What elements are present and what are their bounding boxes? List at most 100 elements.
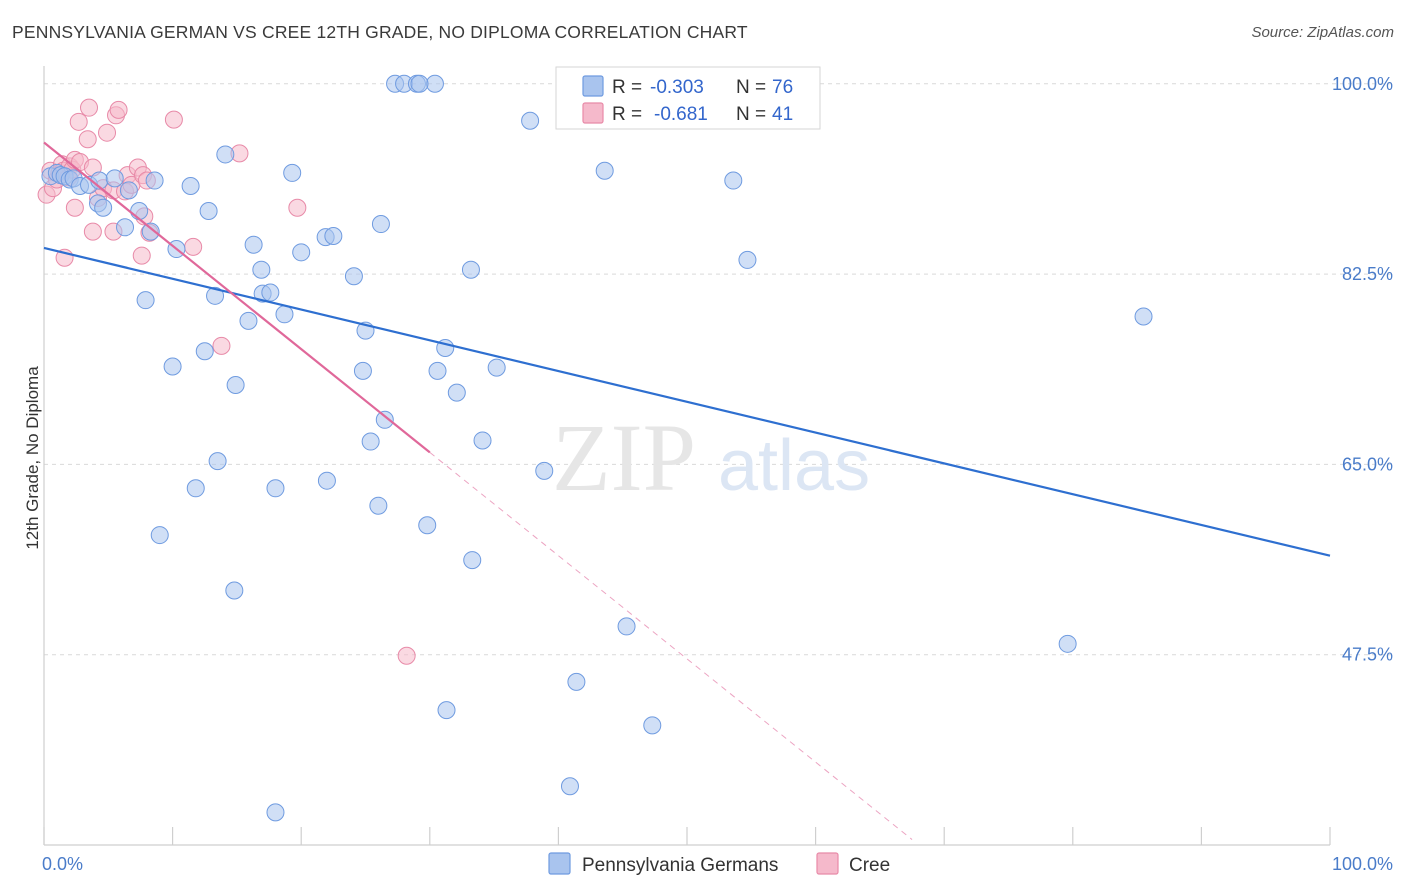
- pennsylvania-germans-point-50: [428, 361, 447, 380]
- pennsylvania-germans-point-74: [150, 526, 169, 545]
- pennsylvania-germans-point-38: [344, 267, 363, 286]
- pennsylvania-germans-point-25: [226, 375, 245, 394]
- cree-point-40: [397, 646, 416, 665]
- pennsylvania-germans-point-13: [130, 201, 149, 220]
- cree-point-12: [69, 112, 88, 131]
- x-tick-label-end: 100.0%: [1332, 854, 1393, 874]
- pennsylvania-germans-point-65: [643, 716, 662, 735]
- legend-r-value-2: -0.681: [654, 104, 708, 125]
- cree-point-17: [83, 222, 102, 241]
- pennsylvania-germans-point-42: [375, 410, 394, 429]
- watermark-atlas: atlas: [718, 426, 870, 506]
- chart-title: PENNSYLVANIA GERMAN VS CREE 12TH GRADE, …: [12, 22, 748, 42]
- pennsylvania-germans-point-27: [244, 235, 263, 254]
- pennsylvania-germans-point-40: [353, 361, 372, 380]
- legend-r-value-1: -0.303: [650, 77, 704, 98]
- pennsylvania-germans-point-11: [94, 198, 113, 217]
- series-legend-swatch-pink: [816, 852, 839, 875]
- source-label: Source: ZipAtlas.com: [1251, 24, 1394, 41]
- legend-n-label-1: N =: [736, 77, 766, 98]
- pennsylvania-germans-point-49: [410, 74, 429, 93]
- pennsylvania-germans-point-71: [266, 803, 285, 822]
- legend-r-label-2: R =: [612, 104, 642, 125]
- pennsylvania-germans-point-16: [141, 222, 160, 241]
- cree-point-13: [65, 198, 84, 217]
- pennsylvania-germans-point-55: [487, 358, 506, 377]
- stats-legend: R = -0.303 N = 76 R = -0.681 N = 41: [555, 66, 821, 130]
- y-axis-title: 12th Grade, No Diploma: [23, 366, 42, 550]
- cree-point-37: [212, 336, 231, 355]
- pennsylvania-germans-point-28: [252, 260, 271, 279]
- pennsylvania-germans-point-21: [163, 357, 182, 376]
- series-legend: Pennsylvania Germans Cree: [548, 852, 890, 876]
- pennsylvania-germans-point-67: [738, 250, 757, 269]
- pennsylvania-germans-point-63: [595, 161, 614, 180]
- pennsylvania-germans-point-19: [181, 176, 200, 195]
- cree-point-25: [109, 100, 128, 119]
- pennsylvania-germans-point-69: [1058, 634, 1077, 653]
- pennsylvania-germans-point-53: [473, 431, 492, 450]
- x-tick-label-start: 0.0%: [42, 854, 83, 874]
- legend-swatch-blue: [582, 75, 604, 97]
- pennsylvania-germans-point-30: [261, 283, 280, 302]
- pennsylvania-germans-point-58: [437, 701, 456, 720]
- watermark: ZIP atlas: [552, 404, 870, 511]
- pennsylvania-germans-point-56: [521, 111, 540, 130]
- cree-point-30: [132, 246, 151, 265]
- pennsylvania-germans-point-32: [266, 479, 285, 498]
- legend-n-value-1: 76: [772, 77, 793, 98]
- pennsylvania-germans-point-44: [369, 496, 388, 515]
- pennsylvania-germans-point-57: [463, 551, 482, 570]
- y-tick-label-0: 47.5%: [1342, 645, 1393, 665]
- legend-n-value-2: 41: [772, 104, 793, 125]
- pennsylvania-germans-point-75: [225, 581, 244, 600]
- legend-r-label-1: R =: [612, 77, 642, 98]
- pennsylvania-germans-point-24: [216, 145, 235, 164]
- legend-n-label-2: N =: [736, 104, 766, 125]
- cree-point-21: [98, 123, 117, 142]
- legend-swatch-pink: [582, 102, 604, 124]
- cree-point-15: [78, 130, 97, 149]
- gridlines: [44, 83, 1393, 656]
- cree-point-39: [288, 198, 307, 217]
- pennsylvania-germans-point-12: [119, 181, 138, 200]
- pennsylvania-germans-point-20: [199, 201, 218, 220]
- pennsylvania-germans-point-66: [724, 171, 743, 190]
- pennsylvania-germans-point-73: [186, 479, 205, 498]
- pennsylvania-germans-point-70: [1134, 307, 1153, 326]
- pennsylvania-germans-point-17: [136, 291, 155, 310]
- series-legend-swatch-blue: [548, 852, 571, 875]
- series-legend-label-cree: Cree: [849, 855, 890, 876]
- cree-trend-extension: [429, 452, 913, 840]
- pennsylvania-germans-point-14: [116, 218, 135, 237]
- series-legend-label-pennsylvania-germans: Pennsylvania Germans: [582, 855, 778, 876]
- pennsylvania-germans-point-31: [275, 305, 294, 324]
- watermark-zip: ZIP: [552, 404, 696, 511]
- pennsylvania-germans-point-22: [195, 342, 214, 361]
- pennsylvania-germans-point-60: [535, 461, 554, 480]
- pennsylvania-germans-point-15: [145, 171, 164, 190]
- pennsylvania-germans-point-72: [208, 452, 227, 471]
- y-tick-label-1: 65.0%: [1342, 454, 1393, 474]
- pennsylvania-germans-point-10: [105, 169, 124, 188]
- y-tick-label-2: 82.5%: [1342, 264, 1393, 284]
- pennsylvania-germans-point-33: [283, 163, 302, 182]
- pennsylvania-germans-points: [41, 74, 1153, 822]
- cree-point-36: [184, 237, 203, 256]
- pennsylvania-germans-point-34: [292, 243, 311, 262]
- pennsylvania-germans-point-37: [317, 471, 336, 490]
- pennsylvania-germans-point-59: [418, 516, 437, 535]
- pennsylvania-germans-point-43: [361, 432, 380, 451]
- trend-lines: [43, 141, 1331, 840]
- y-tick-label-3: 100.0%: [1332, 74, 1393, 94]
- x-tick-labels: 0.0% 100.0%: [42, 854, 1393, 874]
- cree-point-16: [80, 98, 99, 117]
- pennsylvania-germans-point-62: [560, 777, 579, 796]
- pennsylvania-germans-point-23: [206, 286, 225, 305]
- pennsylvania-germans-point-64: [617, 617, 636, 636]
- y-tick-labels: 47.5% 65.0% 82.5% 100.0%: [1332, 74, 1393, 665]
- pennsylvania-germans-point-48: [425, 74, 444, 93]
- cree-trend-line: [43, 141, 431, 454]
- pennsylvania-germans-point-54: [461, 260, 480, 279]
